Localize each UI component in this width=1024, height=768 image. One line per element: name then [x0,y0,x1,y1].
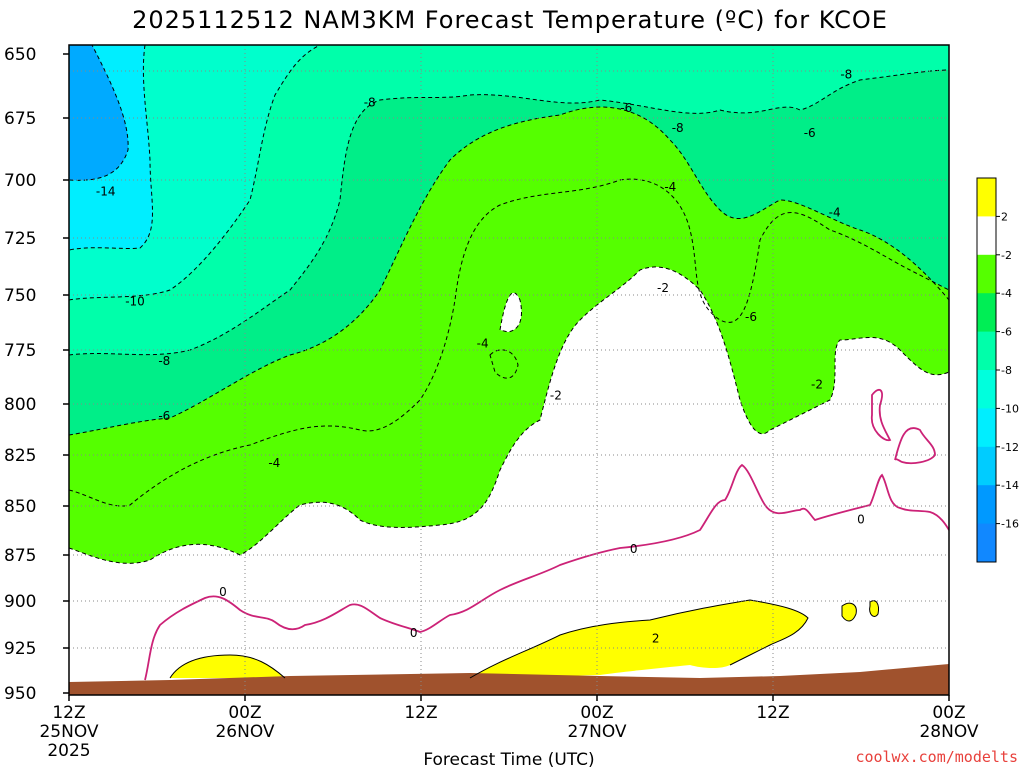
colorbar-label: -12 [1001,441,1019,454]
colorbar-label: -10 [1001,402,1019,415]
contour-label: -4 [829,206,841,220]
contour-label: -8 [158,354,170,368]
contour-label: -6 [745,310,757,324]
x-tick-label: 12Z [756,703,789,723]
contour-label: 0 [857,513,865,527]
fill-band-plus2-c [842,603,857,621]
contour-label: -8 [840,68,852,82]
fill-band-plus2-b [470,600,808,678]
contour-label: 2 [652,632,660,646]
contour-minus6 [69,106,949,436]
colorbar-label: -2 [1001,249,1012,262]
colorbar-swatch [977,485,996,525]
contour-label: 0 [630,542,638,556]
contour-label: 0 [410,626,418,640]
y-axis: 650 675 700 725 750 775 800 825 850 875 900 925 950 [4,45,69,704]
contour-minus10 [69,45,321,301]
colorbar-label: -6 [1001,326,1012,339]
colorbar-swatch [977,370,996,409]
colorbar: 2 -2 -4 -6 -8 -10 -12 -14 -16 [976,177,1019,563]
contour-label: -4 [268,456,280,470]
terrain [69,664,949,695]
colorbar-swatch [977,216,996,256]
fill-band-plus2-d [869,600,879,617]
contour-label: -4 [664,180,676,194]
grid-lines [69,45,949,695]
colorbar-swatch [977,254,996,294]
contour-lines [69,45,949,564]
colorbar-swatch [977,331,996,371]
colorbar-swatch [977,408,996,448]
plot-fills [69,45,949,695]
contour-label: -10 [125,295,145,309]
y-tick-label: 750 [4,286,36,306]
contour-label: -6 [158,409,170,423]
y-tick-label: 675 [4,109,36,129]
contour-label: -2 [811,378,823,392]
contour-label: -14 [96,185,116,199]
freezing-line [144,388,949,681]
y-tick-label: 875 [4,546,36,566]
contour-label: -6 [620,101,632,115]
contour-minus8 [69,69,949,356]
colorbar-swatch [977,523,996,563]
chart-title: 2025112512 NAM3KM Forecast Temperature (… [132,6,888,34]
y-tick-label: 650 [4,45,36,65]
x-tick-label: 2025 [47,741,90,761]
contour-minus2-pocket [499,292,522,333]
contour-label: -2 [657,281,669,295]
contour-label: -2 [550,388,562,402]
x-axis-title: Forecast Time (UTC) [423,750,594,768]
x-tick-label: 12Z [404,703,437,723]
fill-band-minus2-2 [69,266,949,695]
y-tick-label: 700 [4,171,36,191]
contour-minus14 [69,45,129,181]
colorbar-label: 2 [1001,210,1008,223]
fill-island-2 [490,349,518,379]
contour-label: 0 [219,585,227,599]
x-tick-label: 12Z [52,703,85,723]
colorbar-label: -16 [1001,518,1019,531]
plot-border [68,44,950,696]
y-tick-label: 775 [4,341,36,361]
x-tick-label: 26NOV [215,722,274,742]
y-tick-label: 900 [4,592,36,612]
contour-label: -6 [804,126,816,140]
contour-label-group: -14 -10 -8 -6 -4 -8 -4 -2 -6 -8 -4 -2 -6 -6 -8 -4 -2 0 0 0 0… [96,68,865,646]
colorbar-swatch [977,446,996,486]
x-tick-label: 00Z [932,703,965,723]
colorbar-swatch [977,178,996,217]
x-tick-label: 27NOV [567,722,626,742]
y-tick-label: 725 [4,229,36,249]
contour-label: -8 [364,96,376,110]
y-tick-label: 850 [4,497,36,517]
contour-minus4 [69,178,949,507]
fill-band-minus14-16 [69,45,129,181]
colorbar-label: -14 [1001,479,1019,492]
contour-label: -8 [672,121,684,135]
credit-link[interactable]: coolwx.com/modelts [855,748,1018,766]
x-tick-label: 00Z [228,703,261,723]
contour-plus2-lines [169,599,879,679]
y-tick-label: 825 [4,446,36,466]
x-tick-label: 28NOV [919,722,978,742]
colorbar-label: -4 [1001,287,1012,300]
x-tick-label: 25NOV [39,722,98,742]
contour-label: -4 [477,336,489,350]
x-tick-label: 00Z [580,703,613,723]
colorbar-swatch [977,293,996,333]
y-tick-label: 925 [4,639,36,659]
fill-band-plus2 [170,655,285,678]
contour-minus12 [69,45,153,251]
y-tick-label: 950 [4,684,36,704]
contour-minus2 [69,266,949,564]
colorbar-label: -8 [1001,364,1012,377]
y-tick-label: 800 [4,395,36,415]
contour-minus2-island [489,349,519,379]
fill-white-pocket [500,292,522,332]
